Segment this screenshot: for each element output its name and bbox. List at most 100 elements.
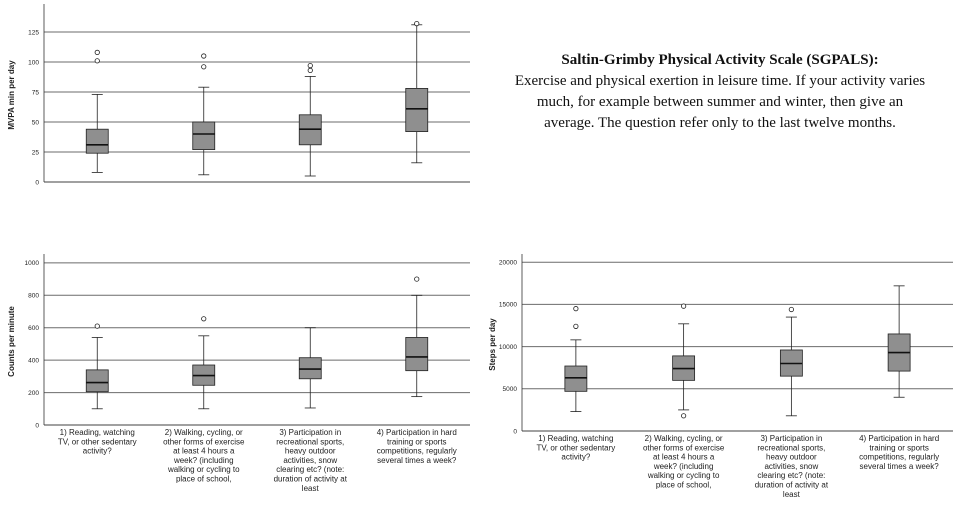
x-category-label-line: 2) Walking, cycling, or <box>165 428 243 437</box>
y-tick-label: 600 <box>28 325 39 332</box>
box-group-4 <box>405 20 429 164</box>
counts-per-minute-boxplot: Counts per minute 0 200 400 600 800 1000 1) Rea… <box>0 250 480 500</box>
outlier-point <box>573 323 579 329</box>
y-axis-label: Counts per minute <box>7 306 16 377</box>
x-category-label-line: place of school, <box>656 481 712 490</box>
iqr-box <box>85 128 109 154</box>
x-category-label-line: 4) Participation in hard <box>377 428 457 437</box>
description-title: Saltin-Grimby Physical Activity Scale (S… <box>561 52 879 68</box>
x-category-label-line: walking or cycling to <box>167 465 240 474</box>
x-category-label-line: other forms of exercise <box>643 443 725 452</box>
iqr-box <box>192 121 216 151</box>
y-tick-label: 800 <box>28 293 39 300</box>
x-category-label-line: place of school, <box>176 475 232 484</box>
x-category-label-line: activities, snow <box>764 462 818 471</box>
x-category-label-line: clearing etc? (note: <box>276 465 344 474</box>
iqr-box <box>405 337 429 372</box>
outlier-point <box>201 53 207 59</box>
y-tick-label: 200 <box>28 390 39 397</box>
outlier-point <box>681 413 687 419</box>
x-category-label: 2) Walking, cycling, or other forms of ex… <box>163 428 245 484</box>
x-category-label-line: TV, or other sedentary <box>58 437 137 446</box>
y-tick-label: 125 <box>28 29 39 36</box>
y-tick-label: 100 <box>28 59 39 66</box>
y-tick-label: 10000 <box>499 344 517 351</box>
x-category-label-line: activity? <box>561 453 590 462</box>
outlier-point <box>94 49 100 56</box>
x-category-label-line: recreational sports, <box>757 443 825 452</box>
x-category-label-line: 3) Participation in <box>279 428 341 437</box>
x-category-label-line: 1) Reading, watching <box>538 434 613 443</box>
x-category-label-line: at least 4 hours a <box>653 453 715 462</box>
outlier-point <box>788 306 794 313</box>
box-group-2 <box>672 303 696 419</box>
sgpals-description: Saltin-Grimby Physical Activity Scale (S… <box>512 50 928 134</box>
box-group-3 <box>298 327 322 409</box>
x-category-label-line: competitions, regularly <box>377 447 457 456</box>
outlier-point <box>414 20 420 27</box>
outlier-point <box>307 62 313 69</box>
box-group-3 <box>298 62 322 177</box>
x-category-label-line: walking or cycling to <box>647 471 720 480</box>
outlier-point <box>573 306 579 312</box>
y-axis-label: MVPA min per day <box>7 60 16 130</box>
iqr-box <box>405 88 429 133</box>
y-tick-label: 400 <box>28 357 39 364</box>
x-category-label-line: several times a week? <box>377 456 457 465</box>
y-tick-label: 0 <box>513 428 517 435</box>
x-category-label-line: least <box>783 490 801 499</box>
box-group-4 <box>887 285 911 398</box>
outlier-point <box>307 67 313 74</box>
x-category-label-line: several times a week? <box>860 462 940 471</box>
x-category-label-line: 1) Reading, watching <box>60 428 135 437</box>
x-category-label-line: duration of activity at <box>755 481 829 490</box>
x-category-label: 3) Participation in recreational sports, h… <box>755 434 829 499</box>
y-tick-label: 50 <box>32 119 40 126</box>
y-tick-label: 25 <box>32 149 40 156</box>
x-category-label-line: 2) Walking, cycling, or <box>645 434 723 443</box>
iqr-box <box>564 365 588 392</box>
x-category-label-line: duration of activity at <box>274 475 348 484</box>
x-category-label-line: competitions, regularly <box>859 453 939 462</box>
y-tick-label: 20000 <box>499 260 517 267</box>
description-body: Exercise and physical exertion in leisur… <box>514 73 926 131</box>
y-tick-label: 5000 <box>503 386 518 393</box>
x-category-label-line: training or sports <box>387 437 447 446</box>
x-category-label-line: other forms of exercise <box>163 437 245 446</box>
x-category-label-line: clearing etc? (note: <box>757 471 825 480</box>
x-category-label-line: training or sports <box>869 443 929 452</box>
x-category-label-line: 4) Participation in hard <box>859 434 939 443</box>
x-category-label: 4) Participation in hard training or spor… <box>377 428 457 465</box>
box-group-1 <box>564 306 588 412</box>
steps-per-day-boxplot-svg: Steps per day 0 5000 10000 15000 20000 1) Read… <box>488 254 953 499</box>
counts-per-minute-boxplot-svg: Counts per minute 0 200 400 600 800 1000 1) Rea… <box>7 254 470 493</box>
box-group-3 <box>779 306 803 417</box>
y-tick-label: 15000 <box>499 302 517 309</box>
x-category-label: 1) Reading, watching TV, or other sedenta… <box>58 428 137 456</box>
mvpa-boxplot: MVPA min per day 0 25 50 75 100 125 <box>0 0 480 200</box>
x-category-label-line: activity? <box>83 447 112 456</box>
outlier-point <box>201 316 207 322</box>
x-category-label-line: heavy outdoor <box>766 453 817 462</box>
y-tick-label: 1000 <box>25 260 40 267</box>
x-category-label-line: least <box>302 484 320 493</box>
y-tick-label: 0 <box>35 422 39 429</box>
y-tick-label: 75 <box>32 89 40 96</box>
box-group-4 <box>405 276 429 398</box>
steps-per-day-boxplot: Steps per day 0 5000 10000 15000 20000 1) Read… <box>485 250 966 500</box>
outlier-point <box>94 58 100 64</box>
x-category-label-line: week? (including <box>653 462 714 471</box>
box-group-2 <box>192 53 216 176</box>
x-category-label-line: 3) Participation in <box>760 434 822 443</box>
box-group-1 <box>85 49 109 173</box>
outlier-point <box>201 64 207 70</box>
x-category-label: 2) Walking, cycling, or other forms of ex… <box>643 434 725 490</box>
iqr-box <box>298 357 322 380</box>
x-category-label: 1) Reading, watching TV, or other sedenta… <box>536 434 615 462</box>
y-tick-label: 0 <box>35 179 39 186</box>
box-group-2 <box>192 316 216 410</box>
outlier-point <box>414 276 420 282</box>
mvpa-boxplot-svg: MVPA min per day 0 25 50 75 100 125 <box>7 4 470 186</box>
x-category-label-line: heavy outdoor <box>285 447 336 456</box>
x-category-label-line: activities, snow <box>283 456 337 465</box>
